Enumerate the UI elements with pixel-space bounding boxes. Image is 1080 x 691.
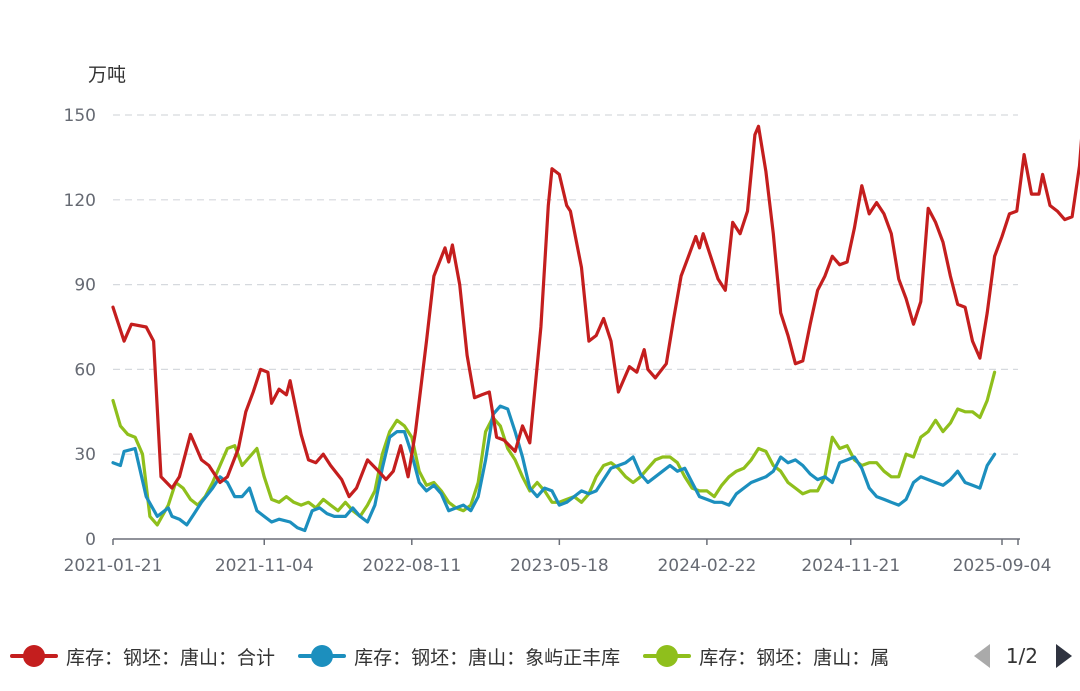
x-tick-label: 2021-11-04 <box>215 556 314 576</box>
y-tick-label: 120 <box>64 191 96 211</box>
prev-page-icon[interactable] <box>973 644 990 668</box>
y-tick-label: 90 <box>74 276 96 296</box>
legend-item-third[interactable]: 库存：钢坯：唐山：属 <box>643 634 889 678</box>
legend-swatch-red <box>10 645 58 667</box>
legend-label: 库存：钢坯：唐山：属 <box>699 646 890 669</box>
y-tick-label: 0 <box>85 530 96 550</box>
x-tick-label: 2021-01-21 <box>64 556 163 576</box>
y-axis-title: 万吨 <box>88 64 126 86</box>
x-tick-label: 2023-05-18 <box>510 556 609 576</box>
x-tick-label: 2022-08-11 <box>362 556 461 576</box>
legend-label: 库存：钢坯：唐山：象屿正丰库 <box>354 646 621 669</box>
series-line-1 <box>111 404 997 533</box>
legend-swatch-green <box>643 645 692 667</box>
series-line-2 <box>111 370 997 527</box>
legend-page-indicator: 1/2 <box>1005 644 1038 668</box>
y-tick-label: 30 <box>74 445 96 465</box>
x-tick-label: 2024-02-22 <box>657 556 756 576</box>
y-tick-labels: 0 30 60 90 120 150 <box>64 106 96 550</box>
next-page-icon[interactable] <box>1056 644 1072 668</box>
series-lines <box>111 124 1080 533</box>
series-line-0 <box>111 124 1080 499</box>
legend: 库存：钢坯：唐山：合计 库存：钢坯：唐山：象屿正丰库 库存：钢坯：唐山：属 <box>0 634 1080 678</box>
legend-item-xiangyu[interactable]: 库存：钢坯：唐山：象屿正丰库 <box>298 634 620 678</box>
legend-item-total[interactable]: 库存：钢坯：唐山：合计 <box>10 634 275 678</box>
x-axis: 2021-01-21 2021-11-04 2022-08-11 2023-05-18… <box>64 538 1052 576</box>
legend-pager: 1/2 <box>973 634 1072 678</box>
legend-swatch-blue <box>298 645 347 667</box>
y-tick-label: 150 <box>64 106 96 126</box>
x-tick-label: 2025-09-04 <box>953 556 1052 576</box>
y-tick-label: 60 <box>74 360 96 380</box>
x-tick-label: 2024-11-21 <box>801 556 900 576</box>
legend-label: 库存：钢坯：唐山：合计 <box>66 646 276 669</box>
